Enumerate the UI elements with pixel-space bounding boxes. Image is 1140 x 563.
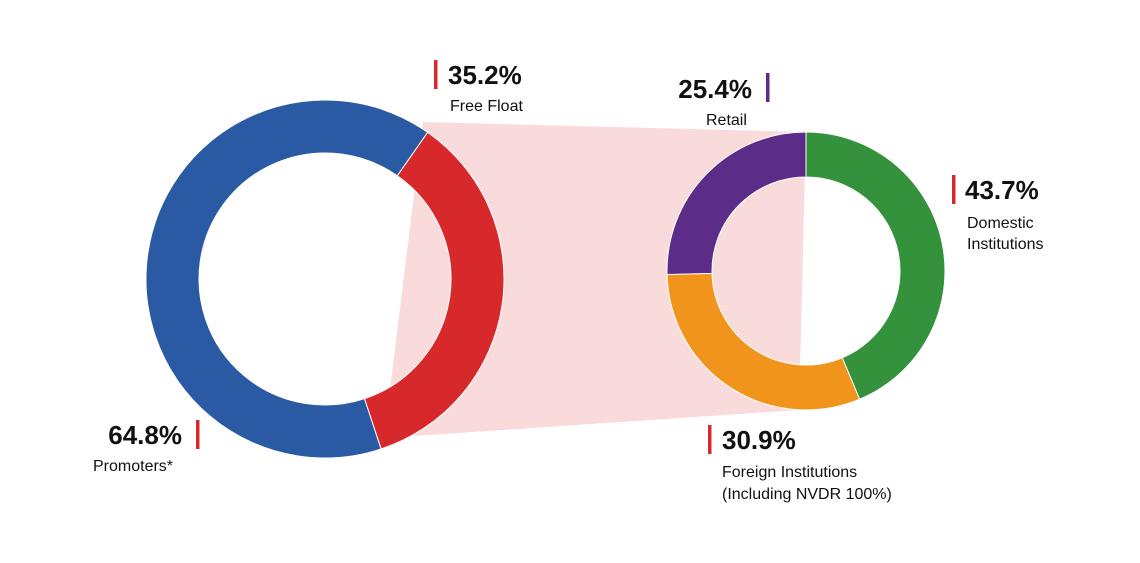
marker-promoters [196, 420, 200, 449]
value-foreign: 30.9% [722, 425, 796, 455]
label-domestic-line2: Institutions [967, 236, 1043, 253]
donut-overall [145, 99, 505, 459]
marker-free-float [434, 60, 438, 89]
label-free-float: Free Float [450, 98, 523, 115]
slice-foreign-institutions [666, 272, 861, 411]
label-domestic-line1: Domestic [967, 215, 1034, 232]
marker-foreign [708, 425, 712, 454]
marker-domestic [952, 175, 956, 204]
slice-free-float [363, 131, 505, 450]
label-retail: Retail [706, 112, 747, 129]
value-domestic: 43.7% [965, 175, 1039, 205]
label-promoters: Promoters* [93, 458, 173, 475]
label-foreign-line2: (Including NVDR 100%) [722, 486, 892, 503]
marker-retail [766, 73, 770, 102]
value-promoters: 64.8% [108, 420, 182, 450]
slice-retail [666, 131, 807, 276]
donut-free-float-breakdown [666, 131, 946, 411]
value-retail: 25.4% [678, 74, 752, 104]
slice-promoters [145, 99, 429, 459]
value-free-float: 35.2% [448, 60, 522, 90]
label-foreign-line1: Foreign Institutions [722, 464, 857, 481]
slice-domestic-institutions [805, 131, 946, 400]
